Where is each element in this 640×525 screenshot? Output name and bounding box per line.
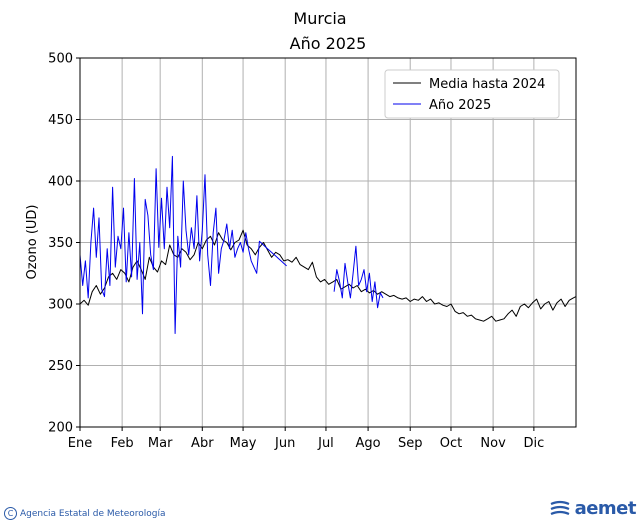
legend: Media hasta 2024 Año 2025 <box>384 69 560 119</box>
y-tick-label: 250 <box>48 359 73 374</box>
x-tick-label: Sep <box>398 436 423 451</box>
aemet-logo-icon <box>550 500 570 515</box>
agency-credit: C Agencia Estatal de Meteorología <box>4 507 166 520</box>
y-tick-label: 450 <box>48 113 73 128</box>
x-tick-label: Jun <box>274 436 295 451</box>
y-tick-label: 350 <box>48 236 73 251</box>
legend-label-2025: Año 2025 <box>429 98 491 113</box>
legend-label-media: Media hasta 2024 <box>429 77 545 92</box>
aemet-logo: aemet <box>549 498 637 519</box>
copyright-icon: C <box>4 507 17 520</box>
y-tick-label: 300 <box>48 298 73 313</box>
axis-ticks: 200 250 300 350 400 450 500 Ene Feb Mar Abr May Jun J… <box>48 52 544 452</box>
y-tick-label: 500 <box>48 52 73 67</box>
x-tick-label: Feb <box>111 436 134 451</box>
chart-subtitle: Año 2025 <box>290 34 367 53</box>
y-axis-label: Ozono (UD) <box>25 204 40 279</box>
chart-title: Murcia <box>293 9 346 28</box>
series-layer <box>79 155 577 334</box>
x-tick-label: Jul <box>317 436 334 451</box>
x-tick-label: Oct <box>440 436 462 451</box>
y-tick-label: 200 <box>48 421 73 436</box>
x-tick-label: Dic <box>523 436 544 451</box>
x-tick-label: Nov <box>480 436 506 451</box>
x-tick-label: May <box>230 436 257 451</box>
grid-lines <box>79 57 576 428</box>
series-line-ano-2025 <box>79 155 384 334</box>
legend-box <box>384 69 560 119</box>
x-tick-label: Ene <box>68 436 92 451</box>
agency-name: Agencia Estatal de Meteorología <box>20 508 166 519</box>
y-tick-label: 400 <box>48 175 73 190</box>
x-tick-label: Mar <box>148 436 173 451</box>
aemet-logo-text: aemet <box>574 498 637 519</box>
series-line-media-hasta-2024 <box>79 229 577 322</box>
x-tick-label: Abr <box>191 436 214 451</box>
x-tick-label: Ago <box>356 436 381 451</box>
